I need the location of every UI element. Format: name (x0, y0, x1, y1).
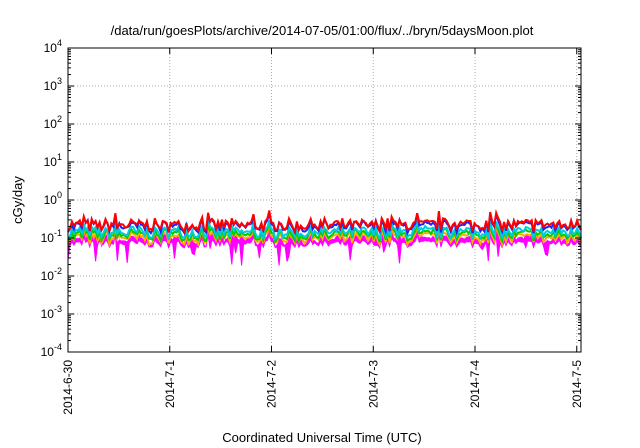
x-tick-label: 2014-7-2 (265, 360, 279, 408)
x-tick-label: 2014-7-1 (163, 360, 177, 408)
y-tick-label: 104 (44, 38, 62, 55)
x-tick-label: 2014-7-3 (366, 360, 380, 408)
chart-title: /data/run/goesPlots/archive/2014-07-05/0… (111, 23, 534, 38)
x-tick-labels: 2014-6-30 2014-7-1 2014-7-2 2014-7-3 2014-7-… (61, 360, 584, 415)
y-axis-label: cGy/day (10, 176, 25, 224)
series-layer (67, 208, 582, 266)
series-line (67, 218, 582, 242)
y-tick-label: 10-4 (41, 342, 62, 359)
y-tick-label: 100 (44, 190, 62, 207)
y-tick-label: 103 (44, 76, 62, 93)
y-tick-label: 10-3 (41, 304, 62, 321)
x-axis-label: Coordinated Universal Time (UTC) (222, 430, 421, 445)
series-line (67, 208, 582, 235)
ticks (67, 47, 581, 353)
x-tick-label: 2014-7-4 (468, 360, 482, 408)
grid (68, 48, 581, 352)
y-tick-label: 10-1 (41, 228, 62, 245)
x-tick-label: 2014-6-30 (61, 360, 75, 415)
plot-frame (67, 47, 582, 353)
y-tick-label: 101 (44, 152, 62, 169)
y-tick-label: 102 (44, 114, 62, 131)
x-tick-label: 2014-7-5 (570, 360, 584, 408)
y-tick-label: 10-2 (41, 266, 62, 283)
y-tick-labels: 10-4 10-3 10-2 10-1 100 101 102 103 104 (41, 38, 62, 359)
